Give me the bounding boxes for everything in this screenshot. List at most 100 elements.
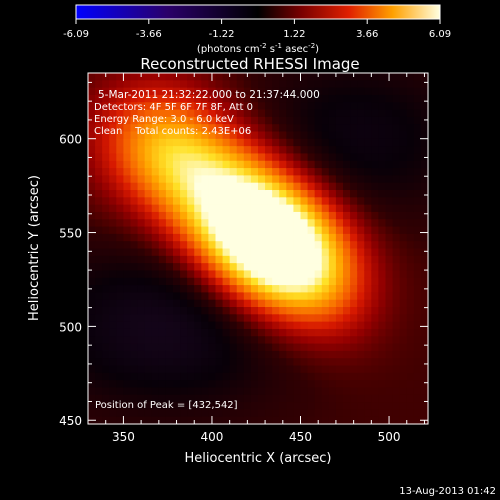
heatmap-cell xyxy=(116,168,125,176)
heatmap-cell xyxy=(364,255,372,264)
heatmap-cell xyxy=(144,190,153,198)
heatmap-cell xyxy=(229,270,238,279)
heatmap-cell xyxy=(321,116,330,125)
heatmap-cell xyxy=(300,87,309,96)
heatmap-cell xyxy=(236,146,245,155)
heatmap-cell xyxy=(413,314,422,323)
heatmap-cell xyxy=(307,314,316,323)
heatmap-cell xyxy=(279,211,287,220)
heatmap-cell xyxy=(279,204,287,213)
heatmap-cell xyxy=(392,277,401,286)
heatmap-cell xyxy=(215,241,224,250)
heatmap-cell xyxy=(116,233,125,242)
heatmap-cell xyxy=(123,124,132,133)
heatmap-cell xyxy=(243,409,252,418)
heatmap-cell xyxy=(350,153,358,162)
heatmap-cell xyxy=(130,182,139,191)
heatmap-cell xyxy=(364,146,372,155)
heatmap-cell xyxy=(201,321,210,330)
heatmap-cell xyxy=(144,292,153,301)
heatmap-cell xyxy=(151,402,160,410)
heatmap-cell xyxy=(151,416,160,425)
heatmap-cell xyxy=(215,94,224,103)
heatmap-cell xyxy=(215,168,224,176)
heatmap-cell xyxy=(279,372,287,381)
heatmap-cell xyxy=(279,263,287,272)
heatmap-cell xyxy=(406,285,415,293)
heatmap-cell xyxy=(279,219,287,228)
heatmap-cell xyxy=(236,204,245,213)
heatmap-cell xyxy=(102,116,110,125)
heatmap-cell xyxy=(165,248,174,257)
heatmap-cell xyxy=(88,190,96,198)
heatmap-cell xyxy=(222,102,231,111)
heatmap-cell xyxy=(151,211,160,220)
heatmap-cell xyxy=(144,402,153,410)
heatmap-cell xyxy=(116,175,125,184)
heatmap-cell xyxy=(300,73,309,81)
heatmap-cell xyxy=(300,270,309,279)
heatmap-cell xyxy=(286,146,295,155)
heatmap-cell xyxy=(243,248,252,257)
heatmap-cell xyxy=(279,233,287,242)
heatmap-cell xyxy=(229,299,238,308)
heatmap-cell xyxy=(357,233,365,242)
heatmap-cell xyxy=(130,219,139,228)
heatmap-cell xyxy=(420,131,429,140)
heatmap-cell xyxy=(321,168,330,176)
heatmap-cell xyxy=(151,350,160,359)
heatmap-cell xyxy=(378,263,387,272)
heatmap-cell xyxy=(180,190,188,198)
heatmap-cell xyxy=(385,102,394,111)
heatmap-cell xyxy=(406,277,415,286)
heatmap-cell xyxy=(173,409,181,418)
heatmap-cell xyxy=(102,102,110,111)
heatmap-cell xyxy=(222,116,231,125)
heatmap-cell xyxy=(272,409,280,418)
heatmap-cell xyxy=(158,248,167,257)
heatmap-cell xyxy=(250,226,259,235)
heatmap-cell xyxy=(109,94,117,103)
heatmap-cell xyxy=(420,292,429,301)
heatmap-cell xyxy=(265,241,273,250)
heatmap-cell xyxy=(300,299,309,308)
heatmap-cell xyxy=(165,416,174,425)
heatmap-cell xyxy=(328,365,337,374)
heatmap-cell xyxy=(102,182,110,191)
heatmap-cell xyxy=(144,124,153,133)
heatmap-cell xyxy=(250,211,259,220)
heatmap-cell xyxy=(158,204,167,213)
heatmap-cell xyxy=(300,146,309,155)
heatmap-cell xyxy=(413,102,422,111)
heatmap-cell xyxy=(371,102,380,111)
heatmap-cell xyxy=(222,248,231,257)
heatmap-cell xyxy=(222,138,231,147)
heatmap-cell xyxy=(258,277,266,286)
heatmap-cell xyxy=(279,87,287,96)
heatmap-cell xyxy=(335,175,344,184)
heatmap-cell xyxy=(293,87,302,96)
heatmap-cell xyxy=(180,409,188,418)
heatmap-cell xyxy=(293,402,302,410)
heatmap-cell xyxy=(279,94,287,103)
heatmap-cell xyxy=(187,226,195,235)
heatmap-cell xyxy=(158,219,167,228)
heatmap-cell xyxy=(194,197,202,206)
heatmap-cell xyxy=(187,116,195,125)
heatmap-cell xyxy=(109,204,117,213)
heatmap-cell xyxy=(243,138,252,147)
heatmap-cell xyxy=(406,219,415,228)
heatmap-cell xyxy=(364,109,372,118)
heatmap-cell xyxy=(194,372,202,381)
heatmap-cell xyxy=(208,131,217,140)
heatmap-cell xyxy=(350,138,358,147)
heatmap-cell xyxy=(413,124,422,133)
heatmap-cell xyxy=(137,109,146,118)
heatmap-cell xyxy=(328,197,337,206)
heatmap-cell xyxy=(137,182,146,191)
heatmap-cell xyxy=(116,343,125,352)
heatmap-cell xyxy=(335,124,344,133)
heatmap-cell xyxy=(286,102,295,111)
heatmap-cell xyxy=(201,380,210,389)
heatmap-cell xyxy=(371,255,380,264)
